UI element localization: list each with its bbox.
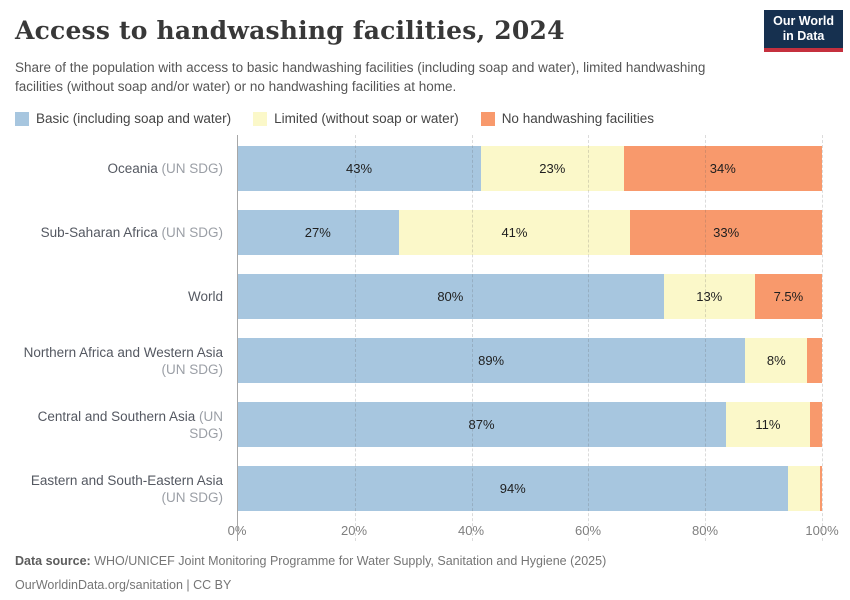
entity-name: World bbox=[187, 289, 223, 305]
logo-line2: in Data bbox=[782, 29, 825, 43]
x-axis: 0% 20% 40% 60% 80% 100% bbox=[228, 521, 839, 541]
value-label: 33% bbox=[713, 225, 740, 241]
legend-swatch-none bbox=[480, 111, 495, 126]
data-source-line: Data source: WHO/UNICEF Joint Monitoring… bbox=[15, 554, 835, 570]
bar-segment-limited: 23% bbox=[481, 146, 624, 192]
bar-segment-basic: 80% bbox=[237, 274, 664, 320]
chart-row: Central and Southern Asia (UN SDG) 87% 11% bbox=[15, 402, 835, 448]
legend-swatch-limited bbox=[253, 111, 268, 126]
legend-item-limited: Limited (without soap or water) bbox=[253, 111, 459, 126]
value-label: 13% bbox=[696, 289, 723, 305]
entity-name: Sub-Saharan Africa bbox=[40, 225, 158, 241]
stacked-bar: 89% 8% bbox=[237, 338, 822, 384]
bar-segment-basic: 43% bbox=[237, 146, 481, 192]
stacked-bar: 87% 11% bbox=[237, 402, 822, 448]
chart-footer: Data source: WHO/UNICEF Joint Monitoring… bbox=[15, 554, 835, 593]
bar-segment-none: 7.5% bbox=[754, 274, 823, 320]
entity-name: Eastern and South-Eastern Asia bbox=[30, 472, 223, 488]
data-source-text: WHO/UNICEF Joint Monitoring Programme fo… bbox=[94, 554, 607, 569]
chart-row: Eastern and South-Eastern Asia (UN SDG) 94… bbox=[15, 466, 835, 512]
row-label: Central and Southern Asia (UN SDG) bbox=[15, 408, 237, 442]
stacked-bar-chart: Oceania (UN SDG) 43% 23% 34% Sub-Saharan Afr… bbox=[15, 135, 839, 542]
bar-segment-none bbox=[819, 466, 822, 512]
x-tick-label: 100% bbox=[805, 523, 839, 539]
bar-segment-limited bbox=[788, 466, 820, 512]
value-label: 41% bbox=[501, 225, 528, 241]
row-label: Northern Africa and Western Asia (UN SDG) bbox=[15, 344, 237, 378]
x-tick-label: 0% bbox=[227, 523, 247, 539]
chart-row: World 80% 13% 7.5% bbox=[15, 274, 835, 320]
license-line: OurWorldinData.org/sanitation | CC BY bbox=[15, 577, 232, 592]
value-label: 11% bbox=[755, 417, 781, 433]
bar-segment-basic: 89% bbox=[237, 338, 746, 384]
bar-segment-basic: 87% bbox=[237, 402, 727, 448]
stacked-bar: 94% bbox=[237, 466, 822, 512]
legend-item-basic: Basic (including soap and water) bbox=[15, 111, 231, 126]
value-label: 7.5% bbox=[773, 289, 804, 305]
row-label: Eastern and South-Eastern Asia (UN SDG) bbox=[15, 472, 237, 506]
bar-segment-limited: 13% bbox=[663, 274, 755, 320]
entity-qualifier: (UN SDG) bbox=[161, 225, 224, 241]
x-tick-label: 80% bbox=[691, 523, 719, 539]
owid-logo: Our World in Data bbox=[764, 10, 843, 52]
stacked-bar: 43% 23% 34% bbox=[237, 146, 822, 192]
legend-label: Basic (including soap and water) bbox=[36, 111, 232, 127]
value-label: 8% bbox=[766, 353, 786, 369]
entity-name: Oceania bbox=[107, 161, 158, 177]
value-label: 43% bbox=[345, 161, 373, 177]
bar-segment-limited: 8% bbox=[745, 338, 808, 384]
bar-segment-basic: 94% bbox=[237, 466, 789, 512]
x-tick-label: 40% bbox=[457, 523, 485, 539]
value-label: 94% bbox=[499, 481, 526, 497]
x-tick-label: 20% bbox=[340, 523, 368, 539]
x-tick-label: 60% bbox=[574, 523, 602, 539]
legend-swatch-basic bbox=[15, 111, 29, 126]
value-label: 27% bbox=[304, 225, 331, 241]
stacked-bar: 27% 41% 33% bbox=[237, 210, 823, 256]
entity-qualifier: (UN SDG) bbox=[189, 408, 223, 441]
legend: Basic (including soap and water) Limited … bbox=[15, 111, 835, 126]
bar-segment-none bbox=[809, 402, 822, 448]
chart-row: Northern Africa and Western Asia (UN SDG)… bbox=[15, 338, 835, 384]
chart-subtitle: Share of the population with access to b… bbox=[15, 60, 706, 95]
entity-name: Central and Southern Asia bbox=[37, 408, 196, 424]
row-label: World bbox=[15, 288, 237, 305]
bar-segment-none: 33% bbox=[630, 210, 823, 256]
bar-segment-limited: 11% bbox=[726, 402, 810, 448]
stacked-bar: 80% 13% 7.5% bbox=[237, 274, 823, 320]
value-label: 80% bbox=[437, 289, 464, 305]
bar-segment-basic: 27% bbox=[237, 210, 399, 256]
value-label: 87% bbox=[468, 417, 495, 433]
legend-item-none: No handwashing facilities bbox=[480, 111, 655, 127]
value-label: 89% bbox=[478, 353, 505, 369]
row-label: Oceania (UN SDG) bbox=[15, 160, 237, 177]
data-source-label: Data source: bbox=[15, 554, 91, 569]
bar-segment-none bbox=[807, 338, 822, 384]
value-label: 23% bbox=[539, 161, 566, 177]
bar-segment-limited: 41% bbox=[398, 210, 631, 256]
chart-row: Oceania (UN SDG) 43% 23% 34% bbox=[15, 146, 835, 192]
chart-row: Sub-Saharan Africa (UN SDG) 27% 41% 33% bbox=[15, 210, 835, 256]
legend-label: No handwashing facilities bbox=[501, 111, 655, 127]
legend-label: Limited (without soap or water) bbox=[274, 111, 459, 127]
bar-segment-none: 34% bbox=[623, 146, 822, 192]
page-title: Access to handwashing facilities, 2024 bbox=[15, 16, 565, 45]
entity-name: Northern Africa and Western Asia bbox=[23, 344, 223, 360]
chart-rows: Oceania (UN SDG) 43% 23% 34% Sub-Saharan Afr… bbox=[15, 135, 835, 519]
row-label: Sub-Saharan Africa (UN SDG) bbox=[15, 224, 237, 241]
entity-qualifier: (UN SDG) bbox=[161, 161, 224, 177]
logo-line1: Our World bbox=[773, 14, 834, 28]
value-label: 34% bbox=[709, 161, 736, 177]
entity-qualifier: (UN SDG) bbox=[161, 489, 224, 505]
entity-qualifier: (UN SDG) bbox=[161, 361, 224, 377]
